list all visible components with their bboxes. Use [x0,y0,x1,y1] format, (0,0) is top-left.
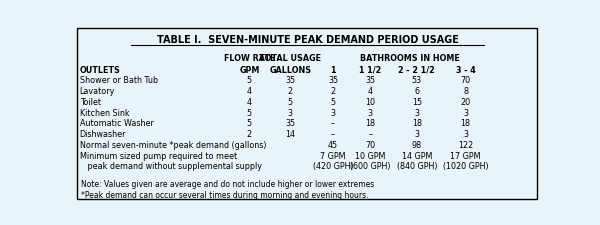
Text: 2: 2 [288,87,293,96]
Text: 14 GPM: 14 GPM [401,152,432,161]
Text: 4: 4 [368,87,373,96]
Text: Normal seven-minute *peak demand (gallons): Normal seven-minute *peak demand (gallon… [80,141,266,150]
Text: 10 GPM: 10 GPM [355,152,385,161]
FancyBboxPatch shape [77,28,537,199]
Text: (600 GPH): (600 GPH) [350,162,391,171]
Text: GALLONS: GALLONS [269,66,311,75]
Text: Note: Values given are average and do not include higher or lower extremes: Note: Values given are average and do no… [80,180,374,189]
Text: 14: 14 [285,130,295,139]
Text: 53: 53 [412,76,422,85]
Text: 5: 5 [331,98,335,107]
Text: 45: 45 [328,141,338,150]
Text: 98: 98 [412,141,422,150]
Text: 3: 3 [331,109,335,118]
Text: Lavatory: Lavatory [80,87,115,96]
Text: 20: 20 [461,98,470,107]
Text: (420 GPH): (420 GPH) [313,162,353,171]
Text: (1020 GPH): (1020 GPH) [443,162,488,171]
Text: 6: 6 [414,87,419,96]
Text: 2 - 2 1/2: 2 - 2 1/2 [398,66,435,75]
Text: TABLE I.  SEVEN-MINUTE PEAK DEMAND PERIOD USAGE: TABLE I. SEVEN-MINUTE PEAK DEMAND PERIOD… [157,35,458,45]
Text: 35: 35 [365,76,376,85]
Text: 5: 5 [247,76,252,85]
Text: –: – [331,130,335,139]
Text: –: – [368,130,372,139]
Text: 18: 18 [412,119,422,128]
Text: 5: 5 [288,98,293,107]
Text: FLOW RATE: FLOW RATE [224,54,275,63]
Text: 35: 35 [285,76,295,85]
Text: –: – [331,119,335,128]
Text: 3: 3 [288,109,293,118]
Text: 3: 3 [414,109,419,118]
Text: 3 - 4: 3 - 4 [456,66,475,75]
Text: 15: 15 [412,98,422,107]
Text: 2: 2 [331,87,335,96]
Text: Shower or Bath Tub: Shower or Bath Tub [80,76,158,85]
Text: 5: 5 [247,109,252,118]
Text: OUTLETS: OUTLETS [80,66,121,75]
Text: Automatic Washer: Automatic Washer [80,119,154,128]
Text: Dishwasher: Dishwasher [80,130,126,139]
Text: BATHROOMS IN HOME: BATHROOMS IN HOME [360,54,460,63]
Text: Minimum sized pump required to meet: Minimum sized pump required to meet [80,152,237,161]
Text: 70: 70 [365,141,376,150]
Text: 3: 3 [463,109,468,118]
Text: 18: 18 [365,119,375,128]
Text: 4: 4 [247,98,252,107]
Text: 35: 35 [328,76,338,85]
Text: 35: 35 [285,119,295,128]
Text: Toilet: Toilet [80,98,101,107]
Text: 10: 10 [365,98,375,107]
Text: 122: 122 [458,141,473,150]
Text: Kitchen Sink: Kitchen Sink [80,109,129,118]
Text: 4: 4 [247,87,252,96]
Text: peak demand without supplemental supply: peak demand without supplemental supply [80,162,262,171]
Text: 2: 2 [247,130,252,139]
Text: 18: 18 [461,119,470,128]
Text: 7 GPM: 7 GPM [320,152,346,161]
Text: 1 1/2: 1 1/2 [359,66,382,75]
Text: 1: 1 [331,66,336,75]
Text: *Peak demand can occur several times during morning and evening hours.: *Peak demand can occur several times dur… [80,191,368,200]
Text: 3: 3 [414,130,419,139]
Text: 3: 3 [463,130,468,139]
Text: 70: 70 [461,76,470,85]
Text: TOTAL USAGE: TOTAL USAGE [259,54,321,63]
Text: GPM: GPM [239,66,260,75]
Text: 3: 3 [368,109,373,118]
Text: 5: 5 [247,119,252,128]
Text: 8: 8 [463,87,468,96]
Text: (840 GPH): (840 GPH) [397,162,437,171]
Text: 17 GPM: 17 GPM [451,152,481,161]
